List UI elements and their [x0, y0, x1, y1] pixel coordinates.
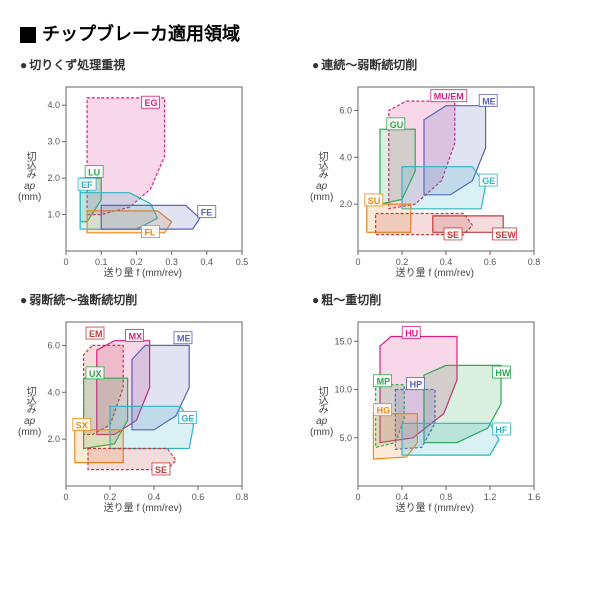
chart-subtitle: 切りくず処理重視: [20, 56, 288, 73]
region-label-HU: HU: [405, 329, 418, 339]
svg-text:6.0: 6.0: [339, 105, 352, 115]
svg-text:15.0: 15.0: [334, 336, 352, 346]
region-label-MX: MX: [129, 331, 143, 341]
region-label-FE: FE: [201, 208, 213, 218]
svg-text:0.6: 0.6: [192, 492, 205, 502]
region-label-UX: UX: [89, 369, 102, 379]
plot-svg: 00.10.20.30.40.51.02.03.04.0EGLUEFFLFE: [20, 77, 250, 277]
x-axis-label: 送り量 f (mm/rev): [104, 499, 182, 514]
region-label-LU: LU: [88, 167, 100, 177]
region-label-GE: GE: [482, 176, 495, 186]
region-label-SEW: SEW: [495, 230, 516, 240]
x-axis-label: 送り量 f (mm/rev): [104, 264, 182, 279]
svg-text:0.6: 0.6: [484, 257, 497, 267]
title-text: チップブレーカ適用領域: [42, 24, 240, 44]
region-label-SE: SE: [447, 230, 459, 240]
svg-text:0: 0: [355, 492, 360, 502]
chart-subtitle: 連続～弱断続切削: [312, 56, 580, 73]
svg-text:0.8: 0.8: [528, 257, 541, 267]
svg-text:4.0: 4.0: [339, 152, 352, 162]
region-label-FL: FL: [144, 228, 155, 238]
y-axis-label: 切込みap(mm): [18, 386, 41, 438]
chart-c4: 粗～重切削00.40.81.21.65.010.015.0HUHWMPHPHGH…: [312, 291, 580, 512]
svg-text:0: 0: [63, 492, 68, 502]
region-label-SE: SE: [155, 465, 167, 475]
chart-subtitle: 粗～重切削: [312, 291, 580, 308]
svg-text:10.0: 10.0: [334, 385, 352, 395]
y-axis-label: 切込みap(mm): [310, 151, 333, 203]
svg-text:1.2: 1.2: [484, 492, 497, 502]
region-label-HW: HW: [495, 368, 510, 378]
region-label-EF: EF: [81, 180, 93, 190]
plot-svg: 00.20.40.60.82.04.06.0EMMXMEUXGESXSE: [20, 312, 250, 512]
region-label-GE: GE: [181, 413, 194, 423]
region-label-ME: ME: [482, 96, 496, 106]
svg-text:0.8: 0.8: [236, 492, 249, 502]
main-title: チップブレーカ適用領域: [20, 20, 580, 46]
svg-text:0.5: 0.5: [236, 257, 249, 267]
region-label-SU: SU: [368, 196, 381, 206]
region-HF: [402, 423, 499, 455]
svg-text:4.0: 4.0: [47, 387, 60, 397]
x-axis-label: 送り量 f (mm/rev): [396, 499, 474, 514]
region-label-HP: HP: [410, 380, 423, 390]
region-label-MU/EM: MU/EM: [434, 92, 464, 102]
charts-grid: 切りくず処理重視00.10.20.30.40.51.02.03.04.0EGLU…: [20, 56, 580, 512]
region-label-SX: SX: [76, 420, 88, 430]
svg-text:1.6: 1.6: [528, 492, 541, 502]
svg-text:5.0: 5.0: [339, 433, 352, 443]
chart-c2: 連続～弱断続切削00.20.40.60.82.04.06.0MU/EMMEGUG…: [312, 56, 580, 277]
svg-text:0: 0: [355, 257, 360, 267]
y-axis-label: 切込みap(mm): [18, 151, 41, 203]
region-GE: [402, 167, 486, 209]
x-axis-label: 送り量 f (mm/rev): [396, 264, 474, 279]
y-axis-label: 切込みap(mm): [310, 386, 333, 438]
plot-svg: 00.40.81.21.65.010.015.0HUHWMPHPHGHF: [312, 312, 542, 512]
svg-text:1.0: 1.0: [47, 210, 60, 220]
svg-text:6.0: 6.0: [47, 340, 60, 350]
svg-text:4.0: 4.0: [47, 100, 60, 110]
plot-svg: 00.20.40.60.82.04.06.0MU/EMMEGUGESUSESEW: [312, 77, 542, 277]
region-label-HG: HG: [377, 406, 391, 416]
chart-c1: 切りくず処理重視00.10.20.30.40.51.02.03.04.0EGLU…: [20, 56, 288, 277]
region-label-EG: EG: [144, 98, 157, 108]
svg-text:2.0: 2.0: [47, 434, 60, 444]
title-square-icon: [20, 27, 36, 43]
svg-text:3.0: 3.0: [47, 137, 60, 147]
chart-c3: 弱断続～強断続切削00.20.40.60.82.04.06.0EMMXMEUXG…: [20, 291, 288, 512]
svg-text:0: 0: [63, 257, 68, 267]
region-label-HF: HF: [495, 425, 507, 435]
chart-subtitle: 弱断続～強断続切削: [20, 291, 288, 308]
svg-text:0.4: 0.4: [201, 257, 214, 267]
svg-text:2.0: 2.0: [339, 199, 352, 209]
region-label-GU: GU: [390, 120, 404, 130]
region-label-MP: MP: [377, 377, 391, 387]
svg-text:2.0: 2.0: [47, 173, 60, 183]
region-label-EM: EM: [89, 329, 103, 339]
region-label-ME: ME: [177, 334, 191, 344]
